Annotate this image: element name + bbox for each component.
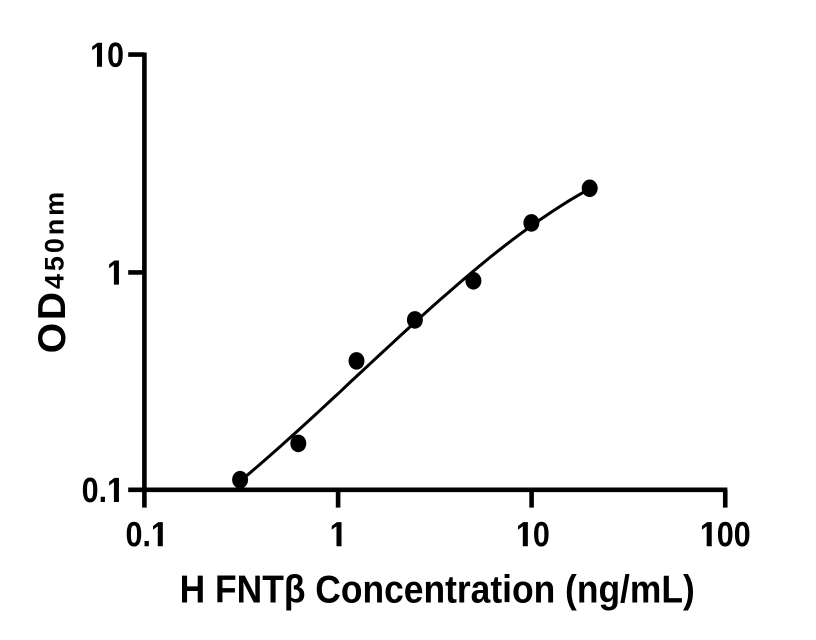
svg-text:H FNTβ Concentration (ng/mL): H FNTβ Concentration (ng/mL) — [180, 567, 695, 611]
